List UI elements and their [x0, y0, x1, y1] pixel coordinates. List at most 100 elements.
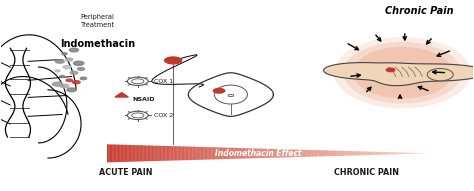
Text: COX 2: COX 2 — [155, 113, 173, 118]
Polygon shape — [314, 150, 315, 157]
Polygon shape — [185, 146, 186, 160]
Circle shape — [55, 70, 60, 72]
Polygon shape — [167, 146, 168, 161]
Polygon shape — [134, 145, 135, 162]
Polygon shape — [240, 148, 241, 159]
Circle shape — [164, 57, 182, 64]
Polygon shape — [127, 145, 128, 162]
Polygon shape — [110, 144, 111, 162]
Polygon shape — [328, 151, 329, 156]
Polygon shape — [236, 148, 237, 159]
Ellipse shape — [427, 69, 453, 81]
Polygon shape — [377, 152, 378, 155]
Polygon shape — [113, 145, 114, 162]
Polygon shape — [414, 153, 415, 154]
Polygon shape — [111, 144, 112, 162]
Polygon shape — [230, 148, 231, 159]
Polygon shape — [353, 151, 354, 155]
Polygon shape — [311, 150, 312, 157]
Polygon shape — [273, 149, 274, 158]
Polygon shape — [282, 149, 283, 157]
Polygon shape — [213, 147, 214, 159]
Polygon shape — [170, 146, 171, 161]
Polygon shape — [245, 148, 246, 159]
Polygon shape — [367, 152, 368, 155]
Polygon shape — [201, 147, 202, 160]
Polygon shape — [297, 150, 298, 157]
Polygon shape — [107, 144, 108, 162]
Polygon shape — [144, 145, 145, 161]
Polygon shape — [420, 153, 421, 154]
Polygon shape — [220, 147, 221, 159]
Polygon shape — [235, 148, 236, 159]
Polygon shape — [294, 150, 295, 157]
Polygon shape — [191, 147, 192, 160]
Polygon shape — [295, 150, 296, 157]
Polygon shape — [247, 148, 248, 159]
Polygon shape — [239, 148, 240, 159]
Polygon shape — [315, 150, 316, 157]
Polygon shape — [269, 149, 270, 158]
Circle shape — [60, 84, 69, 88]
Polygon shape — [258, 149, 259, 158]
Polygon shape — [278, 149, 279, 158]
Polygon shape — [351, 151, 352, 155]
Polygon shape — [149, 146, 150, 161]
Polygon shape — [135, 145, 136, 162]
Polygon shape — [137, 145, 138, 162]
Polygon shape — [108, 144, 109, 162]
Polygon shape — [332, 151, 333, 156]
Polygon shape — [175, 146, 176, 160]
Polygon shape — [130, 145, 131, 162]
Polygon shape — [227, 148, 228, 159]
Polygon shape — [327, 151, 328, 156]
Polygon shape — [257, 149, 258, 158]
Polygon shape — [397, 152, 398, 154]
Polygon shape — [289, 149, 290, 157]
Polygon shape — [405, 153, 406, 154]
Polygon shape — [385, 152, 386, 155]
Polygon shape — [379, 152, 380, 155]
Polygon shape — [243, 148, 244, 159]
Polygon shape — [359, 151, 360, 155]
Polygon shape — [288, 149, 289, 157]
Polygon shape — [182, 146, 183, 160]
Polygon shape — [163, 146, 164, 161]
Polygon shape — [286, 149, 287, 157]
Polygon shape — [350, 151, 351, 156]
Text: COX 1: COX 1 — [155, 79, 173, 84]
Polygon shape — [229, 148, 230, 159]
Polygon shape — [316, 150, 317, 156]
Polygon shape — [304, 150, 305, 157]
Polygon shape — [238, 148, 239, 159]
Polygon shape — [310, 150, 311, 157]
Polygon shape — [323, 150, 324, 156]
Polygon shape — [160, 146, 161, 161]
Polygon shape — [139, 145, 140, 161]
Polygon shape — [153, 146, 154, 161]
Polygon shape — [320, 150, 321, 156]
Polygon shape — [371, 152, 372, 155]
Polygon shape — [205, 147, 206, 160]
Circle shape — [78, 68, 84, 70]
Polygon shape — [312, 150, 313, 157]
Polygon shape — [275, 149, 276, 158]
Circle shape — [73, 81, 80, 84]
Polygon shape — [214, 147, 215, 159]
Text: Indomethacin: Indomethacin — [60, 39, 135, 49]
Polygon shape — [307, 150, 308, 157]
Polygon shape — [209, 147, 210, 159]
Polygon shape — [159, 146, 160, 161]
Polygon shape — [121, 145, 122, 162]
Circle shape — [70, 71, 78, 74]
Polygon shape — [215, 147, 216, 159]
Polygon shape — [124, 145, 125, 162]
Polygon shape — [150, 146, 151, 161]
Polygon shape — [296, 150, 297, 157]
Polygon shape — [305, 150, 306, 157]
Polygon shape — [418, 153, 419, 154]
Circle shape — [73, 61, 84, 65]
Polygon shape — [291, 149, 292, 157]
Polygon shape — [219, 147, 220, 159]
Polygon shape — [177, 146, 178, 160]
